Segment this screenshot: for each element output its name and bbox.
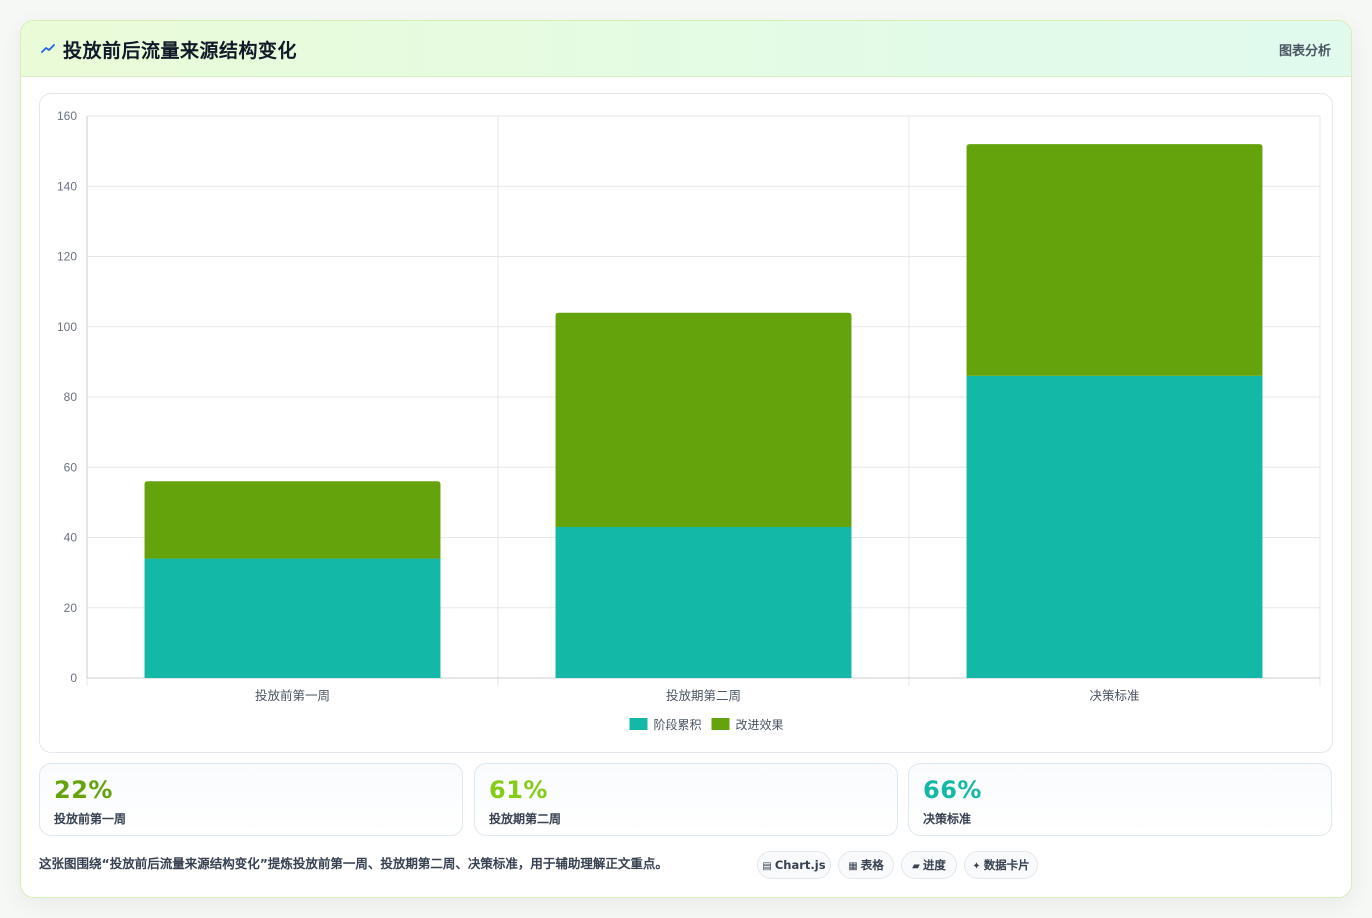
y-tick-label: 80 — [64, 390, 78, 404]
stat-card-1: 22% 投放前第一周 — [39, 763, 463, 836]
bar-2-1 — [144, 481, 441, 559]
chip-table[interactable]: ▦ 表格 — [838, 851, 894, 879]
chip-progress[interactable]: ▰ 进度 — [901, 851, 957, 879]
y-tick-label: 0 — [70, 671, 77, 685]
stat-card-3: 66% 决策标准 — [908, 763, 1332, 836]
stat-card-2: 61% 投放期第二周 — [474, 763, 898, 836]
x-tick-label: 投放期第二周 — [666, 688, 741, 703]
y-tick-label: 60 — [64, 460, 78, 474]
chip-chartjs[interactable]: ▤ Chart.js — [757, 851, 831, 879]
x-tick-label: 决策标准 — [1089, 688, 1139, 703]
y-tick-label: 140 — [57, 179, 77, 193]
chart-card: 投放前后流量来源结构变化 图表分析 0 20 40 60 80 100 120 140 160 投… — [20, 20, 1352, 898]
table-icon: ▦ — [848, 861, 858, 872]
chart-analysis-link[interactable]: 图表分析 — [1278, 44, 1331, 59]
sparkline-icon — [41, 44, 55, 53]
y-tick-label: 100 — [57, 320, 77, 334]
bar-2-2 — [555, 312, 852, 527]
chart-description: 这张图围绕“投放前后流量来源结构变化”提炼投放前第一周、投放期第二周、决策标准，… — [39, 856, 668, 871]
y-tick-label: 20 — [64, 601, 78, 615]
stat-label: 投放期第二周 — [489, 812, 562, 826]
sparkle-icon: ✦ — [972, 861, 981, 872]
page-title: 投放前后流量来源结构变化 — [63, 40, 298, 62]
legend-label: 改进效果 — [736, 717, 784, 732]
stacked-bar-chart: 0 20 40 60 80 100 120 140 160 投放前第一周 投放期第二周 决策标准阶段累… — [57, 109, 1321, 732]
stat-label: 投放前第一周 — [54, 812, 127, 826]
stat-value: 22% — [54, 776, 113, 804]
bar-1-3 — [966, 375, 1263, 678]
chart-icon: ▤ — [762, 861, 772, 872]
legend-label: 阶段累积 — [654, 717, 702, 732]
x-tick-label: 投放前第一周 — [255, 688, 330, 703]
stat-value: 61% — [489, 776, 548, 804]
bar-1-2 — [555, 526, 852, 678]
progress-icon: ▰ — [912, 861, 920, 872]
legend-swatch — [629, 718, 648, 730]
bar-1-1 — [144, 558, 441, 678]
y-tick-label: 40 — [64, 531, 78, 545]
stat-value: 66% — [923, 776, 982, 804]
card-header: 投放前后流量来源结构变化 图表分析 — [21, 21, 1351, 77]
y-tick-label: 160 — [57, 109, 77, 123]
chip-data-card[interactable]: ✦ 数据卡片 — [964, 851, 1038, 879]
bar-2-3 — [966, 144, 1263, 376]
stat-label: 决策标准 — [923, 812, 972, 826]
y-tick-label: 120 — [57, 250, 77, 264]
legend-swatch — [711, 718, 730, 730]
chart-area: 0 20 40 60 80 100 120 140 160 投放前第一周 投放期第二周 决策标准阶段累… — [39, 93, 1333, 753]
